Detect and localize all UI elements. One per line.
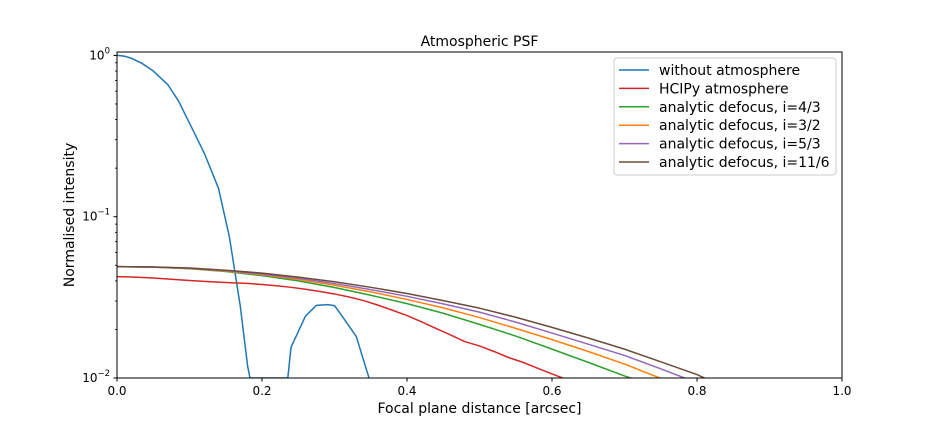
- chart-title: Atmospheric PSF: [421, 34, 539, 50]
- series-line-2: [117, 275, 565, 378]
- series-layer: [117, 54, 707, 378]
- series-line-1: [117, 54, 370, 378]
- legend-label-5: analytic defocus, i=5/3: [659, 137, 821, 153]
- x-axis-label: Focal plane distance [arcsec]: [377, 401, 581, 417]
- x-tick-label-4: 0.6: [542, 384, 561, 398]
- legend-label-1: without atmosphere: [659, 63, 800, 79]
- legend-label-2: HCIPy atmosphere: [659, 81, 789, 97]
- x-tick-label-5: 0.8: [687, 384, 706, 398]
- plot-frame: [116, 51, 843, 379]
- legend: without atmosphere HCIPy atmosphere analyt…: [613, 57, 837, 176]
- legend-box: [613, 57, 837, 176]
- y-axis-label: Normalised intensity: [62, 143, 78, 287]
- x-tick-label-1: 0.0: [107, 384, 126, 398]
- legend-label-4: analytic defocus, i=3/2: [659, 118, 821, 134]
- x-axis: 0.0 0.2 0.4 0.6 0.8 1.0: [107, 378, 852, 398]
- x-tick-label-6: 1.0: [832, 384, 851, 398]
- legend-label-6: analytic defocus, i=11/6: [659, 155, 830, 171]
- legend-label-3: analytic defocus, i=4/3: [659, 100, 821, 116]
- x-tick-label-2: 0.2: [252, 384, 271, 398]
- x-tick-label-3: 0.4: [397, 384, 416, 398]
- series-line-6: [117, 265, 707, 378]
